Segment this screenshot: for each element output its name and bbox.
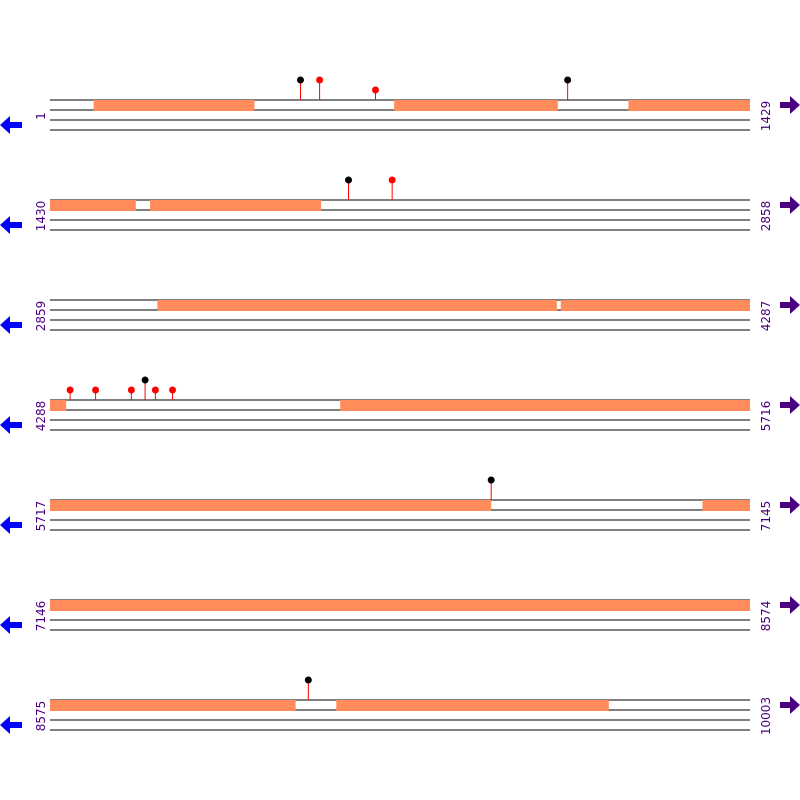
start-position-label: 7146	[34, 601, 48, 632]
marker-black	[141, 376, 149, 384]
arrow-right-icon	[780, 396, 800, 414]
end-position-label: 8574	[759, 601, 773, 632]
end-position-label: 10003	[759, 697, 773, 735]
feature-segment	[340, 400, 750, 411]
feature-segment	[336, 700, 609, 711]
feature-segment	[157, 300, 557, 311]
feature-segment	[702, 500, 750, 511]
feature-segment	[50, 400, 67, 411]
marker-red	[371, 86, 379, 94]
marker-red	[66, 386, 74, 394]
feature-segment	[394, 100, 558, 111]
end-position-label: 4287	[759, 301, 773, 332]
marker-red	[316, 76, 324, 84]
feature-segment	[560, 300, 750, 311]
end-position-label: 7145	[759, 501, 773, 532]
start-position-label: 1	[34, 112, 48, 120]
arrow-left-icon	[0, 116, 22, 134]
marker-red	[127, 386, 135, 394]
feature-segment	[628, 100, 750, 111]
arrow-right-icon	[780, 296, 800, 314]
marker-black	[296, 76, 304, 84]
track-row: 1430 2858	[0, 176, 800, 234]
feature-segment	[50, 600, 750, 611]
marker-red	[388, 176, 396, 184]
track-row: 5717 7145	[0, 476, 800, 534]
marker-black	[564, 76, 572, 84]
track-row: 2859 4287	[0, 296, 800, 334]
feature-segment	[50, 200, 136, 211]
arrow-left-icon	[0, 616, 22, 634]
marker-red	[169, 386, 177, 394]
arrow-right-icon	[780, 196, 800, 214]
track-row: 1 1429	[0, 76, 800, 134]
feature-segment	[50, 500, 492, 511]
feature-segment	[150, 200, 322, 211]
arrow-right-icon	[780, 596, 800, 614]
arrow-left-icon	[0, 416, 22, 434]
end-position-label: 5716	[759, 401, 773, 432]
marker-black	[345, 176, 353, 184]
end-position-label: 1429	[759, 101, 773, 132]
marker-red	[92, 386, 100, 394]
start-position-label: 5717	[34, 501, 48, 532]
arrow-right-icon	[780, 96, 800, 114]
start-position-label: 8575	[34, 701, 48, 732]
arrow-left-icon	[0, 716, 22, 734]
start-position-label: 4288	[34, 401, 48, 432]
arrow-right-icon	[780, 496, 800, 514]
feature-segment	[93, 100, 255, 111]
marker-red	[151, 386, 159, 394]
arrow-left-icon	[0, 216, 22, 234]
track-row: 7146 8574	[0, 596, 800, 634]
end-position-label: 2858	[759, 201, 773, 232]
arrow-left-icon	[0, 316, 22, 334]
start-position-label: 2859	[34, 301, 48, 332]
marker-black	[487, 476, 495, 484]
arrow-right-icon	[780, 696, 800, 714]
track-row: 8575 10003	[0, 676, 800, 735]
feature-segment	[50, 700, 296, 711]
track-row: 4288 5716	[0, 376, 800, 434]
arrow-left-icon	[0, 516, 22, 534]
marker-black	[304, 676, 312, 684]
start-position-label: 1430	[34, 201, 48, 232]
